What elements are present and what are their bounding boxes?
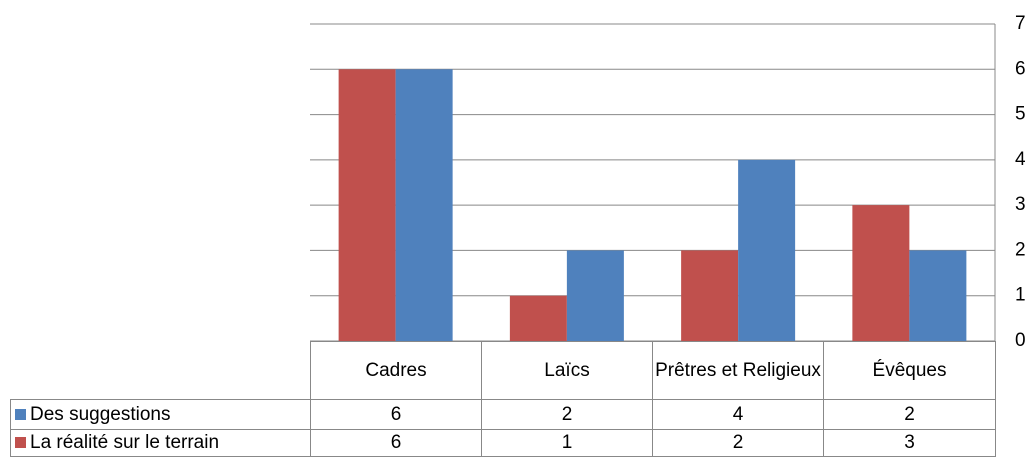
table-value: 3 — [823, 429, 996, 457]
series-row: Des suggestions 6 2 4 2 — [10, 399, 996, 430]
bar — [681, 250, 739, 341]
table-value: 6 — [310, 429, 482, 457]
y-tick-label: 1 — [1015, 285, 1026, 306]
table-value: 1 — [481, 429, 653, 457]
y-tick-label: 6 — [1015, 58, 1026, 79]
bar — [909, 250, 967, 341]
bar — [566, 250, 624, 341]
x-tick-label: Prêtres et Religieux — [652, 341, 824, 400]
legend-cell: Des suggestions — [10, 399, 311, 430]
table-value: 2 — [652, 429, 824, 457]
y-tick-label: 4 — [1015, 149, 1026, 170]
legend-key — [15, 437, 26, 448]
table-value: 2 — [823, 399, 996, 430]
table-value: 6 — [310, 399, 482, 430]
x-tick-label: Évêques — [823, 341, 996, 400]
table-value: 2 — [481, 399, 653, 430]
data-table: Cadres Laïcs Prêtres et Religieux Évêques De… — [10, 341, 996, 457]
bar — [509, 295, 567, 341]
y-tick-label: 2 — [1015, 239, 1026, 260]
bar — [395, 69, 453, 342]
x-tick-label: Laïcs — [481, 341, 653, 400]
series-row: La réalité sur le terrain 6 1 2 3 — [10, 429, 996, 457]
legend-label: Des suggestions — [30, 403, 171, 425]
category-row: Cadres Laïcs Prêtres et Religieux Évêques — [10, 341, 996, 400]
blank-cell — [10, 341, 311, 400]
y-tick-label: 3 — [1015, 194, 1026, 215]
y-tick-label: 0 — [1015, 330, 1026, 351]
x-tick-label: Cadres — [310, 341, 482, 400]
legend-label: La réalité sur le terrain — [30, 432, 220, 453]
y-tick-label: 7 — [1015, 13, 1026, 34]
bar — [738, 159, 796, 341]
bar — [852, 205, 910, 341]
bar — [338, 69, 396, 342]
table-value: 4 — [652, 399, 824, 430]
y-tick-label: 5 — [1015, 104, 1026, 125]
legend-cell: La réalité sur le terrain — [10, 429, 311, 457]
legend-key — [15, 408, 26, 420]
